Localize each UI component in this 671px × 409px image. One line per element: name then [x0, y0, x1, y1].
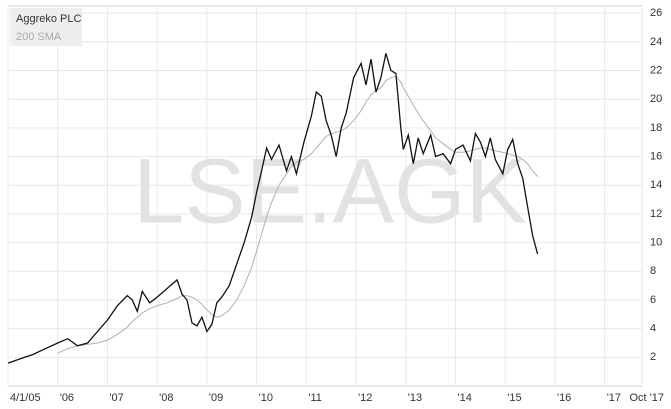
- watermark: LSE.AGK: [133, 140, 527, 242]
- lines: [7, 53, 539, 364]
- x-tick-label: '11: [308, 392, 322, 404]
- y-tick-label: 18: [650, 122, 662, 134]
- x-tick-label: '07: [109, 392, 123, 404]
- x-tick-label: '14: [458, 392, 472, 404]
- x-tick-label: '12: [358, 392, 372, 404]
- series-line: [7, 53, 539, 364]
- y-tick-label: 2: [650, 351, 656, 363]
- y-tick-label: 22: [650, 64, 662, 76]
- series-line: [57, 75, 538, 354]
- y-tick-label: 6: [650, 294, 656, 306]
- y-tick-label: 12: [650, 208, 662, 220]
- x-tick-label: Oct '17: [629, 392, 664, 404]
- x-tick-label: 4/1/05: [10, 392, 41, 404]
- x-tick-label: '17: [607, 392, 621, 404]
- plot-area: [7, 5, 643, 387]
- y-tick-label: 8: [650, 265, 656, 277]
- y-tick-label: 20: [650, 93, 662, 105]
- x-tick-label: '13: [408, 392, 422, 404]
- x-tick-label: '09: [209, 392, 223, 404]
- legend-entry: Aggreko PLC: [16, 13, 81, 25]
- y-tick-label: 4: [650, 323, 656, 335]
- legend-entry: 200 SMA: [16, 31, 62, 43]
- grid: [7, 6, 643, 386]
- x-tick-label: '06: [60, 392, 74, 404]
- y-tick-label: 24: [650, 36, 662, 48]
- y-tick-label: 16: [650, 150, 662, 162]
- x-tick-label: '08: [159, 392, 173, 404]
- x-tick-label: '16: [557, 392, 571, 404]
- legend-box: [10, 8, 82, 46]
- y-tick-label: 10: [650, 237, 662, 249]
- x-tick-label: '15: [507, 392, 521, 404]
- y-tick-label: 26: [650, 7, 662, 19]
- y-tick-label: 14: [650, 179, 662, 191]
- x-tick-label: '10: [259, 392, 273, 404]
